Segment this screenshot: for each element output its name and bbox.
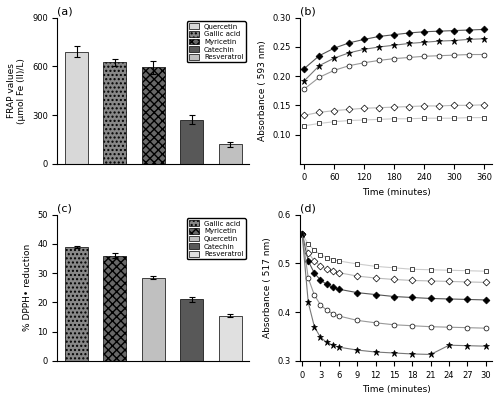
Legend: Gallic acid, Myricetin, Quercetin, Catechin, Resveratrol: Gallic acid, Myricetin, Quercetin, Catec… [187, 218, 246, 259]
Bar [65, 247, 88, 361]
Text: (a): (a) [58, 7, 73, 17]
Text: (c): (c) [58, 204, 72, 214]
Bar [180, 300, 203, 361]
Bar [218, 316, 242, 361]
Text: (d): (d) [300, 204, 316, 214]
Bar [218, 144, 242, 164]
X-axis label: Time (minutes): Time (minutes) [362, 188, 430, 197]
Bar [104, 256, 126, 361]
Y-axis label: Absorbance ( 517 nm): Absorbance ( 517 nm) [263, 237, 272, 338]
Bar [104, 62, 126, 164]
Y-axis label: % DPPH• reduction: % DPPH• reduction [22, 244, 32, 331]
X-axis label: Time (minutes): Time (minutes) [362, 385, 430, 394]
Y-axis label: FRAP values
(μmol Fe (II)/L): FRAP values (μmol Fe (II)/L) [7, 58, 26, 124]
Bar [142, 277, 165, 361]
Y-axis label: Absorbance ( 593 nm): Absorbance ( 593 nm) [258, 41, 266, 141]
Text: (b): (b) [300, 7, 316, 17]
Bar [65, 52, 88, 164]
Bar [180, 120, 203, 164]
Bar [142, 67, 165, 164]
Legend: Quercetin, Gallic acid, Myricetin, Catechin, Resveratrol: Quercetin, Gallic acid, Myricetin, Catec… [187, 21, 246, 62]
